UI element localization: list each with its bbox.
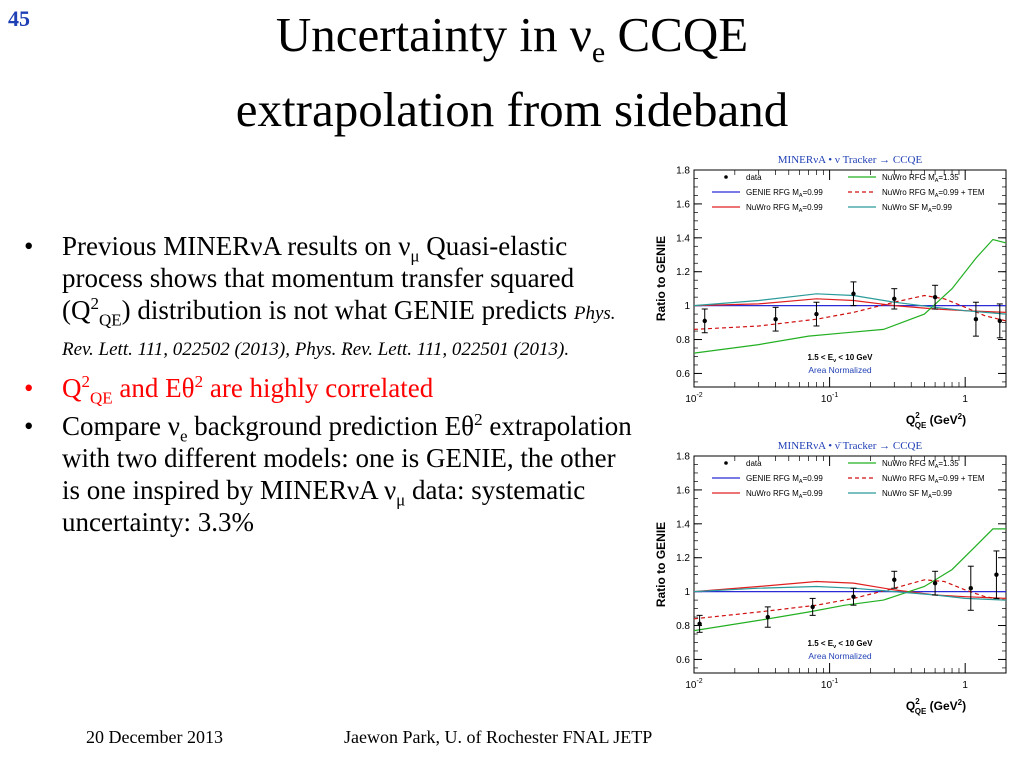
ratio-chart-neutrino: MINERνA • ν Tracker → CCQE 0.6 0.8 1 1.2 1.4 1…	[654, 154, 1007, 430]
x-axis-label: Q2 QE (GeV2)	[906, 411, 966, 430]
legend-entry: NuWro SF MA=0.99	[882, 489, 953, 500]
x-tick-label: 1	[962, 680, 968, 691]
legend-marker-data	[724, 461, 728, 465]
legend-entry: data	[746, 173, 762, 182]
legend-entry: NuWro SF MA=0.99	[882, 203, 953, 214]
legend-entry: GENIE RFG MA=0.99	[746, 474, 823, 485]
data-point	[765, 614, 770, 620]
area-normalized-annotation: Area Normalized	[808, 651, 872, 661]
data-point	[892, 296, 897, 302]
energy-range-annotation: 1.5 < Eν < 10 GeV	[808, 353, 874, 364]
data-point	[892, 577, 897, 582]
data-point	[697, 621, 702, 627]
data-point	[851, 594, 856, 599]
data-point	[997, 318, 1002, 324]
bullet-item: Previous MINERνA results on νμ Quasi-ela…	[18, 230, 638, 366]
data-point	[851, 291, 856, 296]
legend-entry: NuWro RFG MA=0.99 + TEM	[882, 474, 985, 485]
y-tick-label: 1.2	[676, 553, 690, 564]
bullet-list: Previous MINERνA results on νμ Quasi-ela…	[18, 230, 638, 544]
legend-entry: NuWro RFG MA=0.99	[746, 203, 823, 214]
x-axis-label: Q2 QE (GeV2)	[906, 697, 966, 716]
legend-marker-data	[724, 175, 728, 179]
y-tick-label: 1	[684, 301, 690, 312]
legend-entry: GENIE RFG MA=0.99	[746, 188, 823, 199]
bullet-item: Compare νe background prediction Eθ2 ext…	[18, 410, 638, 538]
series-line-3	[693, 238, 1007, 354]
legend-entry: NuWro RFG MA=0.99	[746, 489, 823, 500]
y-tick-label: 1.8	[676, 166, 690, 177]
y-tick-label: 1.6	[676, 485, 690, 496]
footer-date: 20 December 2013	[86, 727, 223, 747]
y-axis-label: Ratio to GENIE	[654, 522, 668, 607]
plot-frame	[693, 169, 1007, 388]
plot-frame	[693, 455, 1007, 674]
series-line-4	[693, 579, 1007, 620]
x-tick-label: 10-1	[821, 678, 838, 691]
data-point	[814, 311, 819, 317]
y-tick-label: 0.6	[676, 655, 690, 666]
y-tick-label: 0.8	[676, 621, 690, 632]
y-tick-label: 1	[684, 587, 690, 598]
title-line-1: Uncertainty in νe CCQE	[275, 7, 749, 69]
x-tick-label: 10-2	[685, 678, 702, 691]
y-tick-label: 0.6	[676, 369, 690, 380]
legend-entry: data	[746, 459, 762, 468]
chart-top: MINERνA • ν Tracker → CCQE 0.6 0.8 1 1.2 1.4 1…	[648, 150, 1020, 445]
legend-entry: NuWro RFG MA=0.99 + TEM	[882, 188, 985, 199]
area-normalized-annotation: Area Normalized	[808, 365, 872, 375]
y-tick-label: 1.4	[676, 519, 690, 530]
data-point	[932, 580, 938, 586]
chart-title: MINERνA • ν Tracker → CCQE	[778, 154, 923, 166]
footer-author: Jaewon Park, U. of Rochester FNAL JETP	[344, 727, 653, 747]
series-line-3	[693, 528, 1006, 632]
chart-bottom: MINERνA • ν̄ Tracker → CCQE 0.6 0.8 1 1.2 1.4…	[648, 436, 1020, 731]
bullet-item-highlight: Q2QE and Eθ2 are highly correlated	[18, 372, 638, 406]
data-point	[968, 586, 973, 591]
y-tick-label: 1.4	[676, 233, 690, 244]
ratio-chart-antineutrino: MINERνA • ν̄ Tracker → CCQE 0.6 0.8 1 1.2 1.4…	[654, 440, 1007, 716]
y-tick-label: 1.2	[676, 267, 690, 278]
chart-title: MINERνA • ν̄ Tracker → CCQE	[778, 440, 923, 452]
reference-citation: Phys. Rev. Lett. 111, 022502 (2013), Phy…	[62, 303, 616, 360]
data-point	[994, 572, 999, 577]
y-axis-label: Ratio to GENIE	[654, 236, 668, 321]
data-point	[773, 316, 778, 322]
y-tick-label: 1.6	[676, 199, 690, 210]
legend-entry: NuWro RFG MA=1.35	[882, 459, 959, 470]
y-tick-label: 0.8	[676, 335, 690, 346]
slide-number: 45	[8, 6, 30, 31]
data-point	[973, 316, 979, 322]
data-point	[702, 318, 707, 324]
series-line-5	[693, 585, 1007, 601]
data-point	[810, 604, 815, 610]
series-line-2	[693, 580, 1007, 599]
series-line-5	[693, 293, 1007, 315]
y-tick-label: 1.8	[676, 452, 690, 463]
page-title: Uncertainty in νe CCQE extrapolation fro…	[40, 6, 984, 138]
x-tick-label: 10-1	[821, 392, 838, 405]
x-tick-label: 10-2	[685, 392, 702, 405]
x-tick-label: 1	[962, 394, 968, 405]
energy-range-annotation: 1.5 < Eν < 10 GeV	[808, 639, 874, 650]
title-line-2: extrapolation from sideband	[235, 81, 789, 137]
legend-entry: NuWro RFG MA=1.35	[882, 173, 959, 184]
data-point	[932, 294, 938, 300]
